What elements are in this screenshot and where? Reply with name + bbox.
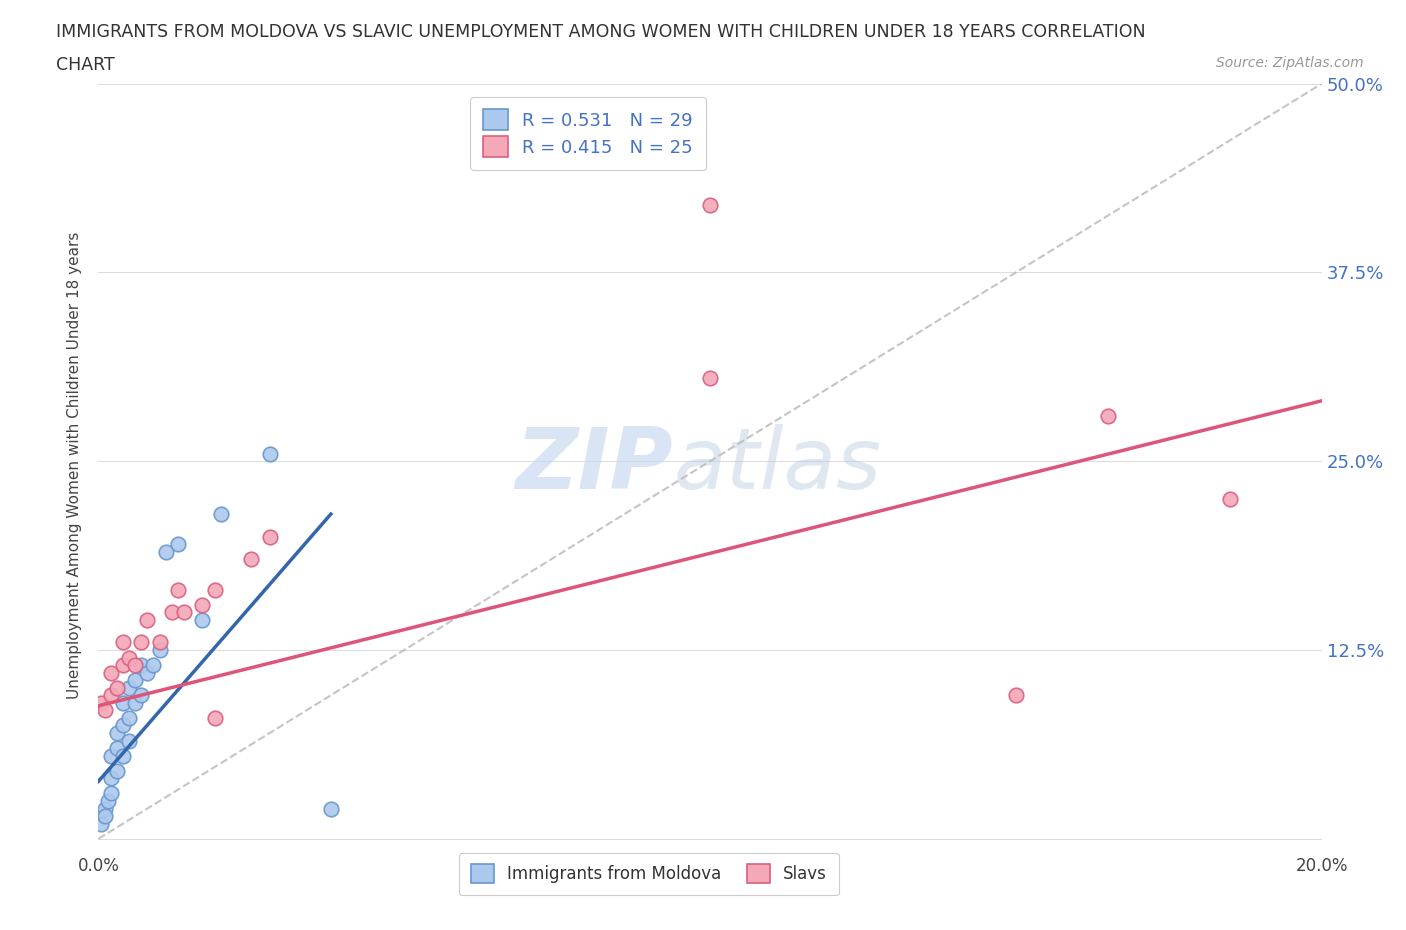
Point (100, 749, 122, 764)
Point (167, 537, 190, 551)
Text: Source: ZipAtlas.com: Source: ZipAtlas.com (1216, 56, 1364, 70)
Point (93, 703, 115, 718)
Point (100, 688, 122, 703)
Point (259, 446, 281, 461)
Point (129, 658, 152, 672)
Point (136, 612, 159, 627)
Point (142, 658, 165, 672)
Point (93, 801, 115, 816)
Point (124, 672, 146, 687)
Point (111, 658, 134, 672)
Point (111, 635, 134, 650)
Point (149, 643, 172, 658)
Point (204, 582, 226, 597)
Legend: Immigrants from Moldova, Slavs: Immigrants from Moldova, Slavs (458, 853, 839, 896)
Point (173, 604, 195, 619)
Point (105, 740, 128, 755)
Point (90, 817, 112, 831)
Text: ZIP: ZIP (516, 423, 673, 507)
Point (90, 696, 112, 711)
Point (699, 197, 721, 212)
Point (136, 665, 159, 680)
Point (97, 793, 120, 808)
Point (105, 764, 128, 778)
Point (124, 658, 146, 672)
Point (111, 718, 134, 733)
Point (118, 711, 141, 725)
Point (259, 529, 281, 544)
Point (191, 612, 214, 627)
Y-axis label: Unemployment Among Women with Children Under 18 years: Unemployment Among Women with Children U… (67, 232, 83, 698)
Text: atlas: atlas (673, 423, 882, 507)
Point (105, 681, 128, 696)
Point (1004, 688, 1026, 703)
Point (1219, 492, 1241, 507)
Point (93, 809, 115, 824)
Point (160, 604, 183, 619)
Point (105, 725, 128, 740)
Point (111, 749, 134, 764)
Point (167, 582, 190, 597)
Point (204, 711, 226, 725)
Point (124, 696, 146, 711)
Point (111, 696, 134, 711)
Point (209, 507, 232, 522)
Point (100, 786, 122, 801)
Text: CHART: CHART (56, 56, 115, 73)
Text: IMMIGRANTS FROM MOLDOVA VS SLAVIC UNEMPLOYMENT AMONG WOMEN WITH CHILDREN UNDER 1: IMMIGRANTS FROM MOLDOVA VS SLAVIC UNEMPL… (56, 23, 1146, 41)
Point (149, 635, 172, 650)
Point (118, 650, 141, 665)
Point (240, 551, 263, 566)
Point (155, 544, 177, 559)
Point (319, 801, 342, 816)
Point (129, 688, 152, 703)
Point (191, 597, 214, 612)
Point (129, 635, 152, 650)
Point (100, 771, 122, 786)
Point (1097, 408, 1119, 423)
Point (118, 733, 141, 748)
Point (699, 371, 721, 386)
Point (118, 681, 141, 696)
Point (100, 665, 122, 680)
